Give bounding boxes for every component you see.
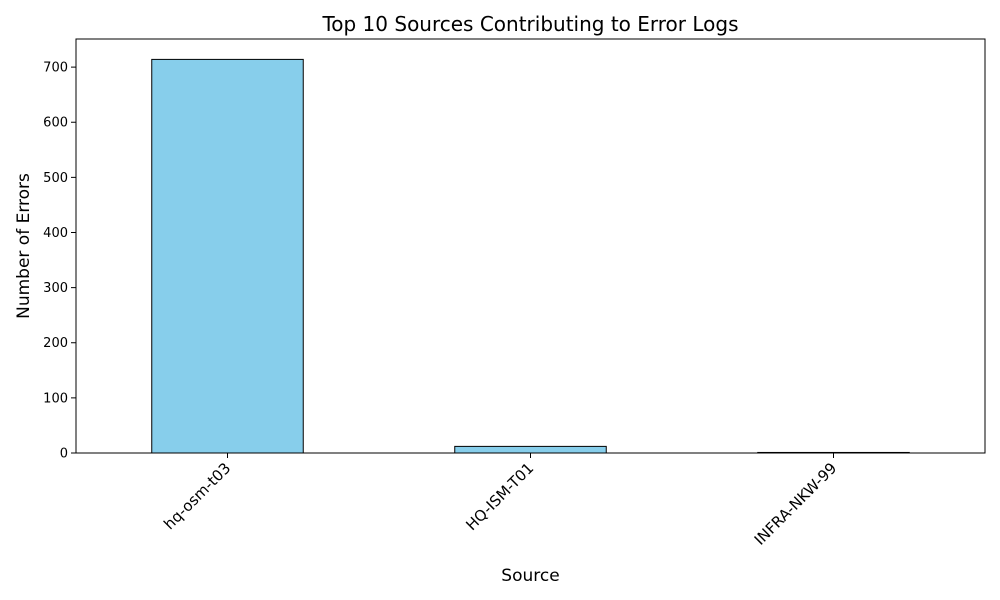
bar-HQ-ISM-T01: [454, 445, 607, 454]
y-tick-label: 100: [43, 391, 68, 406]
bar-INFRA-NKW-99: [757, 451, 910, 454]
y-tick-label: 300: [43, 281, 68, 296]
x-tick-label: hq-osm-t03: [160, 459, 234, 533]
y-tick-label: 0: [60, 447, 68, 462]
x-axis-label: Source: [501, 566, 559, 586]
x-tick-label: HQ-ISM-T01: [462, 459, 537, 534]
y-tick-label: 500: [43, 171, 68, 186]
y-axis-label: Number of Errors: [14, 173, 34, 319]
y-tick-label: 600: [43, 116, 68, 131]
x-tick-label: INFRA-NKW-99: [751, 459, 841, 549]
bar-hq-osm-t03: [151, 58, 304, 454]
chart-title: Top 10 Sources Contributing to Error Log…: [321, 12, 738, 36]
y-tick-label: 200: [43, 336, 68, 351]
y-tick-label: 400: [43, 226, 68, 241]
y-tick-label: 700: [43, 61, 68, 76]
